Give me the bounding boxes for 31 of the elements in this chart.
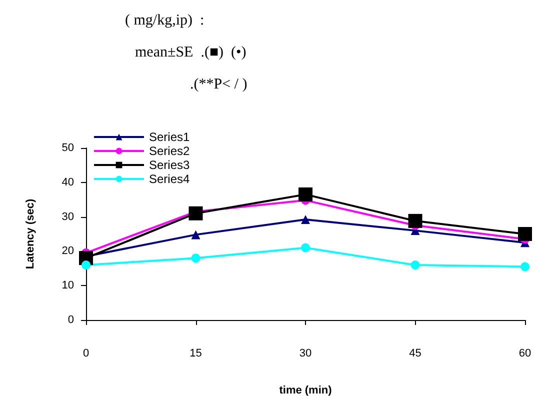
x-tick-label: 45: [409, 348, 422, 360]
legend-label: Series3: [149, 158, 190, 172]
legend-label: Series1: [149, 130, 190, 144]
point: [518, 227, 532, 241]
x-axis-title: time (min): [279, 384, 332, 396]
x-tick-label: 15: [190, 348, 202, 360]
y-tick-label: 30: [62, 210, 74, 223]
point: [408, 214, 422, 228]
point: [191, 230, 200, 240]
point: [191, 254, 200, 263]
x-tick-label: 30: [299, 348, 312, 360]
point: [82, 260, 90, 270]
point: [188, 206, 203, 220]
chart-subtitle: mean±SE .(■) (•): [135, 44, 246, 60]
y-tick-label: 50: [62, 142, 74, 154]
y-tick-label: 10: [62, 280, 74, 292]
y-tick-label: 0: [68, 314, 74, 326]
point: [410, 260, 420, 270]
x-tick-label: 0: [82, 348, 90, 360]
x-tick-label: 60: [518, 348, 532, 360]
point: [301, 215, 310, 224]
chart-title: ( mg/kg,ip) :: [125, 12, 204, 28]
legend-label: Series2: [149, 144, 190, 158]
point: [301, 243, 310, 252]
legend-label: Series4: [149, 172, 190, 186]
point: [298, 187, 312, 202]
point: [520, 262, 530, 272]
y-tick-label: 20: [62, 245, 74, 258]
text: .(**P< / ): [190, 76, 248, 92]
y-tick-label: 40: [62, 176, 74, 188]
y-axis-title: Latency (sec): [24, 198, 36, 270]
